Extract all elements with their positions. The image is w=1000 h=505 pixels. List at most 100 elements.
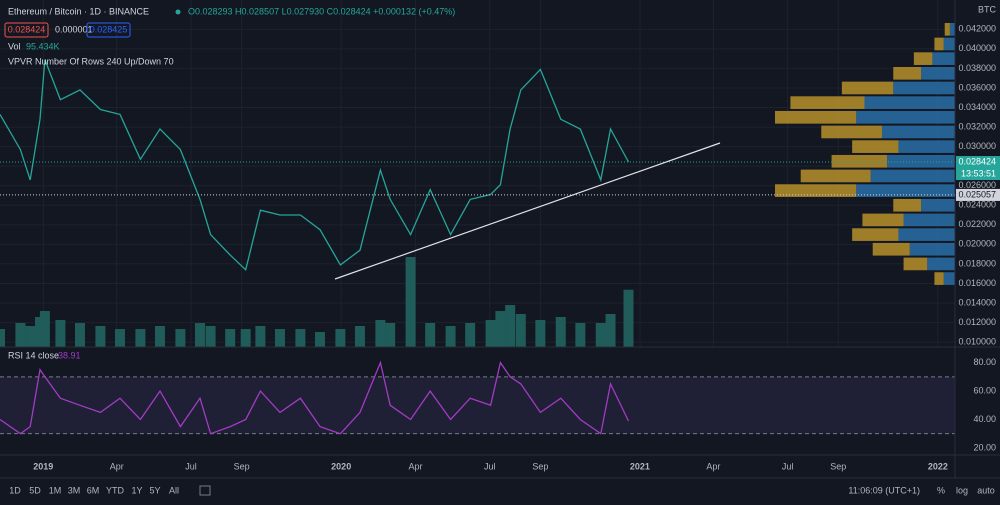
spread: 0.000001	[55, 24, 93, 34]
timeframe-button[interactable]: 1M	[49, 485, 62, 495]
profile-up	[898, 140, 955, 153]
y-tick-label: 20.00	[973, 442, 996, 452]
volume-bar	[385, 323, 396, 347]
x-tick-label: Apr	[110, 461, 124, 471]
symbol-title: Ethereum / Bitcoin · 1D · BINANCE	[8, 6, 149, 16]
x-tick-label: 2021	[630, 461, 650, 471]
ohlc: O0.028293 H0.028507 L0.027930 C0.028424 …	[188, 6, 455, 16]
volume-bar	[205, 326, 216, 347]
profile-down	[852, 228, 899, 241]
volume-bar	[114, 329, 125, 347]
date-range-icon[interactable]	[199, 485, 211, 496]
y-tick-label: 0.010000	[958, 336, 996, 346]
profile-up	[949, 22, 955, 36]
volume-bar	[95, 326, 106, 347]
profile-down	[821, 125, 882, 139]
volume-bar	[495, 311, 506, 347]
profile-up	[887, 154, 955, 168]
volume-bar	[255, 326, 266, 347]
volume-bar	[274, 329, 285, 347]
volume-bar	[25, 326, 36, 347]
bid[interactable]: 0.028424	[8, 24, 46, 34]
timeframe-button[interactable]: 1D	[9, 485, 21, 495]
profile-down	[775, 184, 857, 197]
ask[interactable]: 0.028425	[90, 24, 128, 34]
volume-bar	[55, 320, 66, 347]
profile-down	[903, 257, 928, 271]
volume-bar	[175, 329, 186, 347]
profile-up	[856, 110, 955, 124]
rsi-value: 38.91	[58, 350, 81, 360]
y-tick-label: 0.018000	[958, 258, 996, 268]
marks	[0, 22, 955, 435]
profile-down	[913, 52, 933, 65]
timeframe-button[interactable]: 6M	[87, 485, 100, 495]
volume-bar	[74, 323, 85, 347]
volume-bar	[0, 329, 5, 347]
timeframe-button[interactable]: 3M	[68, 485, 81, 495]
y-tick-label: 0.012000	[958, 317, 996, 327]
auto-toggle[interactable]: auto	[977, 485, 995, 495]
timeframes: 1D 5D 1M 3M 6M YTD 1Y 5Y All	[9, 485, 179, 495]
profile-down	[831, 154, 888, 168]
price-tag	[956, 188, 1000, 201]
countdown: 13:53:51	[961, 168, 996, 178]
profile-up	[943, 37, 955, 51]
y-tick-label: 0.038000	[958, 63, 996, 73]
timeframe-button[interactable]: 1Y	[131, 485, 142, 495]
profile-up	[870, 169, 955, 183]
profile-up	[864, 96, 955, 109]
volume-bar	[535, 320, 546, 347]
timeframe-button[interactable]: YTD	[106, 485, 125, 495]
timeframe-button[interactable]: All	[169, 485, 179, 495]
currency: BTC	[978, 4, 997, 14]
profile-down	[775, 110, 857, 124]
sell-box[interactable]	[4, 22, 49, 38]
x-tick-label: Apr	[706, 461, 720, 471]
x-tick-label: 2020	[331, 461, 351, 471]
price-tag	[956, 156, 1000, 181]
y-tick-label: 0.026000	[958, 180, 996, 190]
timeframe-button[interactable]: 5D	[29, 485, 41, 495]
profile-down	[934, 37, 944, 51]
profile-down	[872, 242, 910, 256]
rsi-label: RSI 14 close	[8, 350, 59, 360]
log-toggle[interactable]: log	[956, 485, 968, 495]
profile-down	[852, 140, 899, 153]
profile-up	[921, 66, 955, 80]
volume-bar	[135, 329, 146, 347]
profile-down	[893, 198, 922, 212]
x-tick-label: Sep	[830, 461, 846, 471]
vpvr-label: VPVR Number Of Rows 240 Up/Down 70	[8, 56, 174, 66]
percent-toggle[interactable]: %	[937, 485, 945, 495]
timeframe-button[interactable]: 5Y	[149, 485, 160, 495]
x-tick-label: 2022	[928, 461, 948, 471]
profile-up	[921, 198, 955, 212]
vol-value: 95.434K	[26, 41, 60, 51]
rsi-line	[0, 360, 630, 435]
trend-line	[334, 142, 721, 280]
volume-bar	[485, 320, 496, 347]
volume-bar	[555, 317, 566, 347]
volume-bar	[465, 323, 476, 347]
profile-up	[932, 52, 955, 65]
volume-bar	[375, 320, 386, 347]
y-tick-label: 0.014000	[958, 297, 996, 307]
price-tag-label: 0.025057	[958, 189, 996, 199]
y-tick-label: 0.024000	[958, 200, 996, 210]
volume-bar	[354, 326, 365, 347]
y-tick-label: 0.036000	[958, 82, 996, 92]
y-tick-label: 0.032000	[958, 121, 996, 131]
volume-bar	[240, 329, 251, 347]
y-tick-label: 0.020000	[958, 239, 996, 249]
volume-bar	[575, 323, 586, 347]
y-tick-label: 0.034000	[958, 102, 996, 112]
buy-box[interactable]	[86, 22, 131, 38]
y-tick-label: 0.040000	[958, 43, 996, 53]
y-tick-label: 80.00	[973, 357, 996, 367]
volume-bar	[295, 329, 306, 347]
status-dot	[175, 9, 181, 15]
profile-up	[903, 213, 955, 227]
